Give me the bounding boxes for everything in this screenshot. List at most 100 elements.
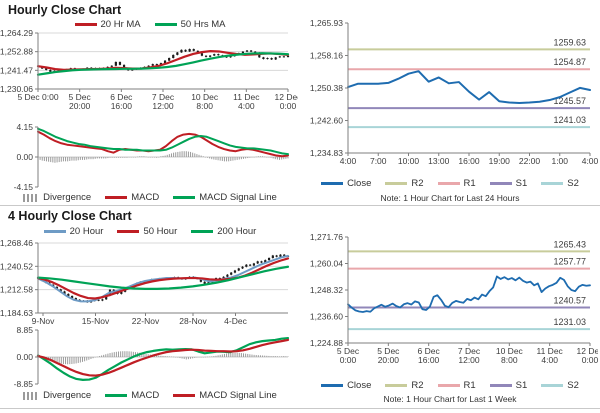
four-hourly-macd-legend: Divergence MACD MACD Signal Line: [0, 390, 300, 401]
legend-item: 50 Hour: [117, 226, 177, 237]
svg-text:1,224.88: 1,224.88: [310, 338, 343, 348]
svg-text:1,260.04: 1,260.04: [310, 259, 343, 269]
line-swatch-icon: [541, 384, 564, 387]
svg-text:8.85: 8.85: [16, 326, 33, 335]
svg-text:1259.63: 1259.63: [553, 37, 586, 47]
svg-text:1,265.93: 1,265.93: [310, 18, 343, 28]
line-swatch-icon: [385, 182, 408, 185]
legend-label: 20 Hour: [69, 226, 104, 237]
svg-text:12:00: 12:00: [458, 355, 480, 365]
svg-text:1,240.52: 1,240.52: [0, 261, 33, 271]
svg-text:1,248.32: 1,248.32: [310, 285, 343, 295]
line-swatch-icon: [105, 196, 128, 199]
legend-item: S2: [541, 178, 579, 189]
horizontal-divider: [0, 205, 600, 206]
legend-label: R2: [411, 380, 424, 391]
legend-label: MACD Signal Line: [199, 192, 277, 203]
svg-text:1,230.06: 1,230.06: [0, 84, 33, 94]
legend-item: MACD Signal Line: [173, 390, 277, 401]
legend-item: R2: [385, 380, 424, 391]
svg-text:16:00: 16:00: [418, 355, 440, 365]
svg-text:11 Dec: 11 Dec: [233, 92, 260, 102]
svg-text:28-Nov: 28-Nov: [179, 316, 207, 326]
svg-text:-8.85: -8.85: [14, 379, 34, 388]
svg-text:12:00: 12:00: [152, 101, 174, 111]
bars-swatch-icon: [23, 391, 40, 400]
svg-text:1,241.47: 1,241.47: [0, 65, 33, 75]
svg-text:19:00: 19:00: [489, 156, 511, 166]
svg-text:13:00: 13:00: [428, 156, 450, 166]
svg-text:1,234.83: 1,234.83: [310, 148, 343, 158]
legend-item: MACD: [105, 192, 159, 203]
svg-text:0:00: 0:00: [340, 355, 357, 365]
svg-text:1254.87: 1254.87: [553, 57, 586, 67]
svg-text:1265.43: 1265.43: [553, 239, 586, 249]
legend-item: R1: [437, 380, 476, 391]
line-swatch-icon: [321, 182, 344, 185]
svg-text:11 Dec: 11 Dec: [537, 346, 564, 356]
legend-label: S2: [567, 178, 579, 189]
legend-item: 20 Hr MA: [74, 19, 141, 30]
svg-text:4:00: 4:00: [238, 101, 255, 111]
legend-label: 200 Hour: [217, 226, 257, 237]
line-swatch-icon: [105, 394, 128, 397]
svg-text:7 Dec: 7 Dec: [152, 92, 175, 102]
svg-text:5 Dec: 5 Dec: [69, 92, 92, 102]
svg-text:8:00: 8:00: [196, 101, 213, 111]
four-hourly-chart-title: 4 Hourly Close Chart: [8, 209, 132, 223]
svg-text:1257.77: 1257.77: [553, 257, 586, 267]
legend-item: Close: [321, 178, 371, 189]
horizontal-divider: [0, 408, 600, 409]
legend-label: 50 Hour: [143, 226, 178, 237]
legend-item: Divergence: [23, 192, 91, 203]
svg-text:1,184.63: 1,184.63: [0, 308, 33, 318]
line-swatch-icon: [191, 230, 214, 233]
svg-text:0.00: 0.00: [16, 152, 33, 162]
legend-item: R2: [385, 178, 424, 189]
svg-text:1,242.60: 1,242.60: [310, 116, 343, 126]
line-swatch-icon: [154, 23, 177, 26]
svg-text:0:00: 0:00: [280, 101, 297, 111]
line-swatch-icon: [321, 384, 344, 387]
svg-text:22:00: 22:00: [519, 156, 541, 166]
weekly-pivot-chart: 1265.43 1257.77 1240.57 1231.03 1,271.76 1,26…: [310, 232, 598, 365]
legend-label: Close: [347, 380, 372, 391]
legend-item: 200 Hour: [191, 226, 256, 237]
legend-label: MACD: [131, 390, 160, 401]
svg-text:1:00: 1:00: [551, 156, 568, 166]
svg-text:12 Dec: 12 Dec: [577, 346, 598, 356]
hourly-macd-legend: Divergence MACD MACD Signal Line: [0, 192, 300, 203]
svg-text:6 Dec: 6 Dec: [418, 346, 441, 356]
svg-text:1241.03: 1241.03: [553, 115, 586, 125]
svg-text:5 Dec: 5 Dec: [337, 346, 360, 356]
svg-text:16:00: 16:00: [111, 101, 133, 111]
svg-text:1240.57: 1240.57: [553, 296, 586, 306]
svg-text:4:00: 4:00: [541, 355, 558, 365]
svg-text:16:00: 16:00: [458, 156, 480, 166]
line-swatch-icon: [173, 394, 196, 397]
line-swatch-icon: [437, 182, 460, 185]
svg-text:1,250.38: 1,250.38: [310, 83, 343, 93]
legend-label: R1: [463, 178, 476, 189]
svg-text:15-Nov: 15-Nov: [82, 316, 110, 326]
weekly-pivot-legend: Close R2 R1 S1 S2: [300, 380, 600, 391]
svg-text:1,258.16: 1,258.16: [310, 50, 343, 60]
legend-label: S1: [515, 380, 528, 391]
svg-text:10 Dec: 10 Dec: [496, 346, 524, 356]
svg-text:1,212.58: 1,212.58: [0, 285, 33, 295]
legend-item: 20 Hour: [43, 226, 104, 237]
legend-label: 20 Hr MA: [100, 19, 141, 30]
legend-item: S1: [489, 178, 527, 189]
svg-text:6 Dec: 6 Dec: [110, 92, 133, 102]
legend-item: Divergence: [23, 390, 91, 401]
hourly-chart-title: Hourly Close Chart: [8, 3, 122, 17]
line-swatch-icon: [74, 23, 97, 26]
svg-text:1,264.29: 1,264.29: [0, 28, 33, 38]
four-hourly-macd-chart: 8.85 0.00 -8.85: [14, 326, 290, 388]
legend-label: 50 Hrs MA: [180, 19, 226, 30]
hourly-pivot-note: Note: 1 Hour Chart for Last 24 Hours: [380, 193, 520, 203]
svg-text:5 Dec 0:00: 5 Dec 0:00: [17, 92, 58, 102]
legend-item: MACD Signal Line: [173, 192, 277, 203]
svg-text:10:00: 10:00: [398, 156, 420, 166]
